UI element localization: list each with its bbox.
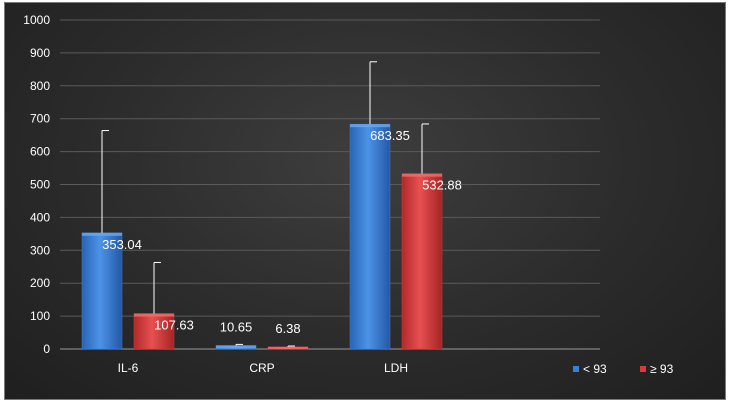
data-label: 107.63 [154, 318, 194, 333]
data-label: 10.65 [220, 319, 253, 334]
data-label: 6.38 [275, 321, 300, 336]
y-tick-label: 1000 [23, 13, 50, 27]
data-labels: 353.04 107.63 10.65 6.38 683.35 532.88 [102, 128, 462, 336]
legend-label: < 93 [583, 362, 607, 376]
error-bars [101, 61, 429, 347]
legend-swatch [573, 366, 579, 372]
bar-top-highlight [216, 345, 256, 349]
x-category-label: CRP [249, 361, 274, 375]
legend: < 93 ≥ 93 [573, 362, 674, 376]
data-label: 683.35 [370, 128, 410, 143]
y-tick-label: 800 [30, 79, 50, 93]
y-tick-label: 100 [30, 309, 50, 323]
y-tick-label: 600 [30, 145, 50, 159]
bar-top-highlight [268, 346, 308, 349]
y-axis-ticks: 0 100 200 300 400 500 600 700 800 900 1000 [23, 13, 50, 356]
y-tick-label: 700 [30, 112, 50, 126]
x-category-label: IL-6 [118, 361, 139, 375]
data-label: 532.88 [422, 178, 462, 193]
x-axis-categories: IL-6 CRP LDH [118, 361, 408, 375]
gridlines [60, 19, 600, 350]
legend-swatch [640, 366, 646, 372]
y-tick-label: 400 [30, 210, 50, 224]
x-category-label: LDH [384, 361, 408, 375]
y-tick-label: 0 [43, 342, 50, 356]
y-tick-label: 500 [30, 178, 50, 192]
bar-top-highlight [134, 313, 174, 317]
bar-top-highlight [82, 232, 122, 236]
y-tick-label: 200 [30, 276, 50, 290]
bars [81, 123, 443, 350]
data-label: 353.04 [102, 237, 142, 252]
bar-top-highlight [350, 124, 390, 128]
bar-series-1 [81, 232, 123, 350]
y-tick-label: 900 [30, 46, 50, 60]
bar-series-1 [349, 123, 391, 350]
legend-label: ≥ 93 [650, 362, 674, 376]
bar-top-highlight [402, 173, 442, 177]
bar-series-2 [401, 173, 443, 350]
bar-series-2 [133, 313, 175, 350]
y-tick-label: 300 [30, 243, 50, 257]
